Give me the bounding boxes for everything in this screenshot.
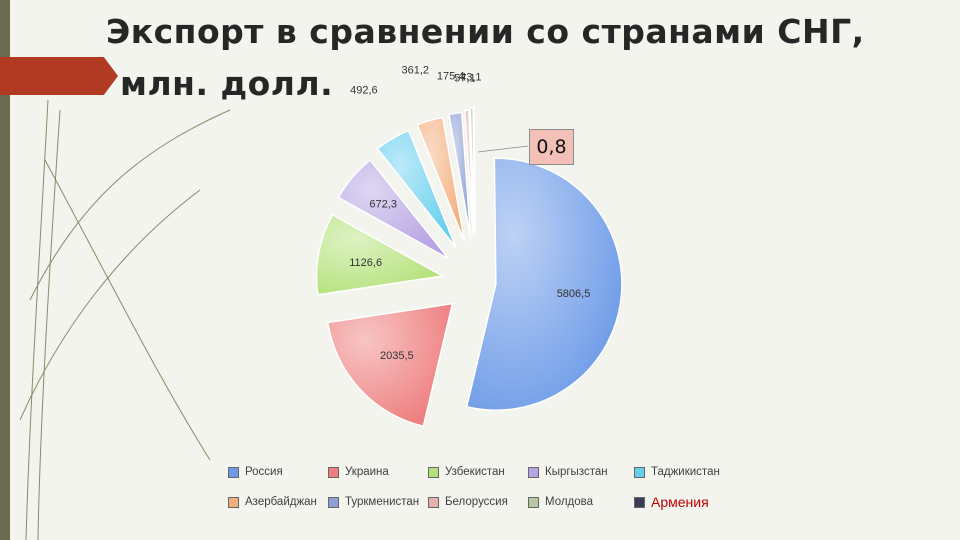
armenia-value-callout: 0,8 xyxy=(529,129,574,165)
slide-title-line2: млн. долл. xyxy=(120,64,334,103)
chart-legend: Россия Украина Узбекистан Кыргызстан Таджики… xyxy=(228,466,768,510)
legend-swatch-1 xyxy=(328,466,339,478)
legend-item-6: Туркменистан xyxy=(328,494,428,510)
legend-label-3: Кыргызстан xyxy=(545,466,608,478)
slice-label-4: 492,6 xyxy=(350,85,378,97)
slide-title-line1: Экспорт в сравнении со странами СНГ, xyxy=(106,12,865,51)
pie-slice-shine-5 xyxy=(417,117,465,242)
legend-swatch-2 xyxy=(428,466,439,478)
slice-label-5: 361,2 xyxy=(401,65,429,77)
legend-item-4: Таджикистан xyxy=(634,466,744,478)
legend-swatch-8 xyxy=(528,496,539,508)
decor-line xyxy=(29,109,231,301)
pie-slice-shine-9 xyxy=(473,106,476,233)
legend-label-9: Армения xyxy=(651,494,709,510)
legend-label-2: Узбекистан xyxy=(445,466,505,478)
decor-line xyxy=(19,189,201,421)
legend-item-1: Украина xyxy=(328,466,428,478)
pie-slice-shine-1 xyxy=(327,303,453,427)
slice-label-8: 43,1 xyxy=(460,72,481,84)
pie-slice-shine-6 xyxy=(448,112,471,239)
legend-item-2: Узбекистан xyxy=(428,466,528,478)
legend-item-8: Молдова xyxy=(528,494,634,510)
legend-swatch-6 xyxy=(328,496,339,508)
decor-line xyxy=(37,109,61,540)
slice-label-7: 57,1 xyxy=(454,73,475,85)
pie-slice-shine-4 xyxy=(377,130,456,248)
legend-item-5: Азербайджан xyxy=(228,494,328,510)
legend-item-0: Россия xyxy=(228,466,328,478)
legend-swatch-9 xyxy=(634,496,645,508)
legend-label-1: Украина xyxy=(345,466,389,478)
legend-swatch-3 xyxy=(528,466,539,478)
slice-label-6: 175,4 xyxy=(437,71,465,83)
slice-label-3: 672,3 xyxy=(369,198,397,210)
left-bar xyxy=(0,0,10,540)
legend-item-9: Армения xyxy=(634,494,744,510)
decor-line xyxy=(25,99,49,540)
slice-label-1: 2035,5 xyxy=(380,350,414,362)
legend-swatch-4 xyxy=(634,466,645,478)
title-ribbon xyxy=(0,57,118,95)
legend-label-6: Туркменистан xyxy=(345,496,420,508)
slice-label-2: 1126,6 xyxy=(349,257,382,269)
legend-swatch-0 xyxy=(228,466,239,478)
pie-slice-shine-3 xyxy=(338,160,449,259)
legend-label-5: Азербайджан xyxy=(245,496,317,508)
legend-label-4: Таджикистан xyxy=(651,466,720,478)
pie-slice-shine-0 xyxy=(466,158,622,411)
legend-label-7: Белоруссия xyxy=(445,496,508,508)
legend-item-3: Кыргызстан xyxy=(528,466,634,478)
slice-label-0: 5806,5 xyxy=(557,288,591,300)
legend-swatch-7 xyxy=(428,496,439,508)
callout-leader-line xyxy=(477,145,529,153)
pie-slice-shine-7 xyxy=(464,110,474,237)
legend-swatch-5 xyxy=(228,496,239,508)
legend-label-0: Россия xyxy=(245,466,283,478)
legend-label-8: Молдова xyxy=(545,496,594,508)
pie-slice-shine-2 xyxy=(316,214,443,295)
legend-item-7: Белоруссия xyxy=(428,494,528,510)
decor-line xyxy=(44,159,211,461)
